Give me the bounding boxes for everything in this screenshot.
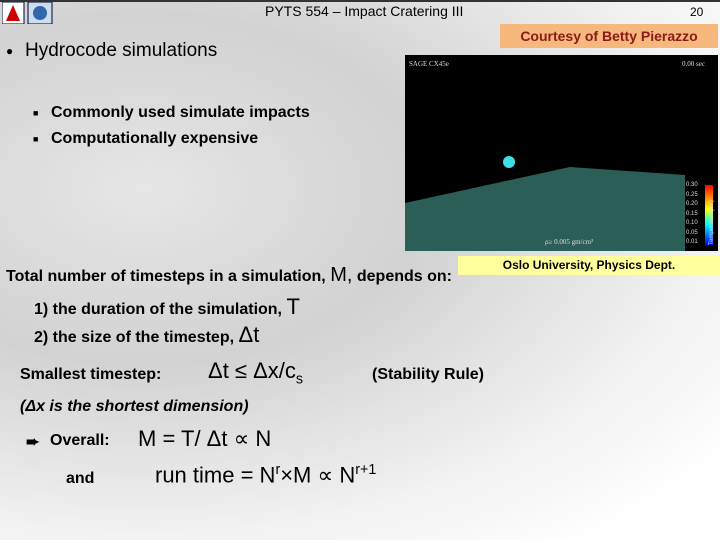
- body-text: 1) the duration of the simulation, T: [34, 294, 300, 320]
- header-title: PYTS 554 – Impact Cratering III: [265, 3, 464, 19]
- credit: Oslo University, Physics Dept.: [458, 256, 720, 275]
- bullet-text: Hydrocode simulations: [25, 40, 218, 61]
- body-text: and: [66, 470, 95, 487]
- sub-bullet: Computationally expensive: [51, 130, 259, 147]
- body-text: (Stability Rule): [372, 366, 485, 383]
- colorbar-tick: 0.30: [686, 182, 698, 188]
- colorbar-tick: 0.25: [686, 191, 698, 198]
- bullet-marker: ●: [6, 44, 14, 58]
- body-text: Total number of timesteps in a simulatio…: [6, 264, 452, 287]
- text: M,: [330, 264, 353, 286]
- text: r: [275, 462, 281, 478]
- colorbar-tick: 0.10: [686, 220, 698, 226]
- colorbar-tick: 0.20: [686, 201, 698, 207]
- logo: [2, 2, 53, 24]
- text: 2) the size of the timestep,: [34, 329, 235, 346]
- body-text: Overall:: [50, 432, 110, 449]
- text: ×M ∝ N: [280, 462, 356, 488]
- colorbar-tick: 0.01: [686, 239, 698, 245]
- colorbar-tick: 0.05: [686, 229, 698, 236]
- text: Total number of timesteps in a simulatio…: [6, 268, 326, 285]
- text: s: [295, 371, 304, 388]
- text: Δt: [238, 322, 260, 347]
- body-text: Smallest timestep:: [20, 366, 162, 383]
- text: run time = N: [155, 462, 276, 488]
- text: Δt ≤ Δx/c: [208, 358, 296, 383]
- page-number: 20: [690, 5, 704, 19]
- arrow-icon: ➨: [26, 434, 40, 451]
- text: 1) the duration of the simulation,: [34, 301, 282, 318]
- sim-density: ρ≥ 0.005 gm/cm³: [545, 238, 594, 246]
- sim-label: SAGE CX45e: [409, 60, 449, 68]
- sim-time: 0.00 sec: [682, 60, 705, 68]
- colorbar-title: Temperature(eV): [709, 199, 715, 245]
- sub-bullet-marker: ■: [33, 108, 39, 118]
- formula: run time = Nr×M ∝ Nr+1: [155, 462, 376, 488]
- sub-bullet: Commonly used simulate impacts: [51, 104, 310, 121]
- text: r+1: [355, 462, 377, 478]
- formula: M = T/ Δt ∝ N: [138, 426, 272, 451]
- courtesy: Courtesy of Betty Pierazzo: [500, 24, 718, 48]
- colorbar-tick: 0.15: [686, 210, 698, 217]
- simulation-image: [405, 55, 718, 251]
- text: depends on:: [356, 268, 452, 285]
- body-text: (Δx is the shortest dimension): [20, 398, 249, 415]
- sub-bullet-marker: ■: [33, 134, 39, 144]
- formula: Δt ≤ Δx/cs: [208, 358, 303, 387]
- top-rule: [0, 0, 720, 2]
- text: T: [286, 294, 300, 319]
- body-text: 2) the size of the timestep, Δt: [34, 322, 259, 348]
